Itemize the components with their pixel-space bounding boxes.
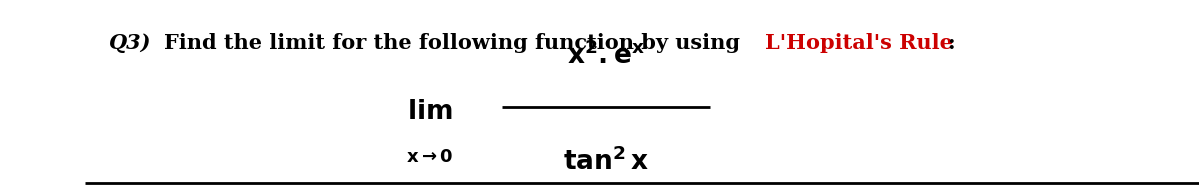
Text: $\mathbf{x \rightarrow 0}$: $\mathbf{x \rightarrow 0}$ (407, 147, 454, 166)
Text: Find the limit for the following function by using: Find the limit for the following functio… (164, 33, 748, 53)
Text: $\mathbf{x^2 . e^x}$: $\mathbf{x^2 . e^x}$ (568, 40, 644, 69)
Text: $\mathbf{lim}$: $\mathbf{lim}$ (407, 99, 452, 124)
Text: :: : (947, 33, 955, 53)
Text: $\mathbf{tan^2\, x}$: $\mathbf{tan^2\, x}$ (563, 146, 649, 175)
Text: L'Hopital's Rule: L'Hopital's Rule (766, 33, 953, 53)
Text: Q3): Q3) (109, 33, 151, 53)
